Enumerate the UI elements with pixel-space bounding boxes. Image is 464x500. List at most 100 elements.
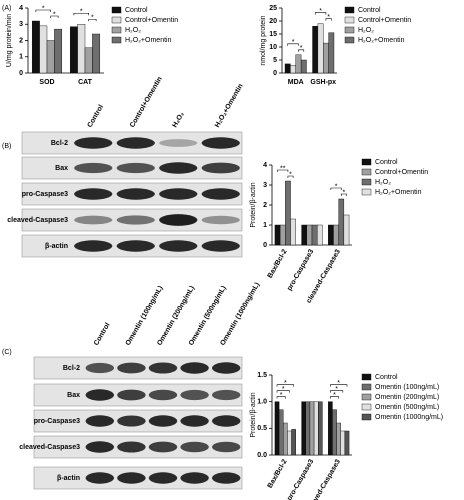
- legend-swatch: [111, 36, 122, 44]
- legend-swatch: [361, 413, 372, 421]
- lane-label: Control: [87, 104, 106, 129]
- y-tick-label: 1.5: [257, 372, 267, 379]
- legend-swatch: [361, 158, 372, 166]
- legend-label: H₂O₂: [375, 179, 391, 186]
- row-label: Bcl-2: [63, 365, 80, 372]
- y-tick-label: 3: [263, 182, 267, 189]
- sig-bracket: [35, 9, 52, 12]
- bar: [279, 224, 286, 246]
- sig-bracket: [325, 18, 332, 21]
- sig-label: *: [327, 14, 330, 21]
- blot-band: [74, 215, 113, 225]
- y-tick-label: 0: [263, 242, 267, 249]
- sig-bracket: [276, 390, 290, 393]
- sig-label: *: [319, 8, 322, 15]
- bar: [317, 224, 323, 246]
- y-tick-label: 5: [273, 57, 277, 64]
- row-label: pro-Caspase3: [22, 191, 68, 198]
- legend-label: Control+Omentin: [375, 169, 428, 176]
- y-tick-label: 0: [273, 70, 277, 77]
- bar: [336, 422, 341, 456]
- y-tick-label: 15: [269, 31, 277, 38]
- sig-label: **: [280, 165, 286, 172]
- blot-band: [85, 362, 115, 374]
- blot-band: [116, 188, 155, 200]
- sig-bracket: [330, 384, 348, 387]
- y-tick-label: 2: [263, 202, 267, 209]
- bar: [287, 430, 292, 456]
- y-tick-label: 2: [19, 37, 23, 44]
- blot-band: [85, 415, 115, 427]
- blot-band: [85, 472, 115, 484]
- x-tick-label: SOD: [39, 79, 54, 86]
- legend-swatch: [361, 168, 372, 176]
- legend-label: Omentin (1000ng/mL): [375, 414, 443, 421]
- y-axis-label: U/mg protein/min: [6, 14, 13, 67]
- sig-label: *: [335, 183, 338, 190]
- bar: [54, 28, 63, 74]
- y-axis-label: Protein/β-actin: [250, 392, 257, 437]
- sig-label: *: [289, 171, 292, 178]
- blot-band: [201, 188, 240, 200]
- bar: [31, 20, 40, 74]
- y-axis-label: nmol/mg protein: [260, 15, 267, 65]
- blot-band: [85, 389, 115, 401]
- bar: [290, 218, 296, 246]
- y-tick-label: 1: [263, 222, 267, 229]
- y-axis-label: Protein/β-actin: [250, 182, 257, 227]
- y-tick-label: 20: [269, 18, 277, 25]
- legend-swatch: [361, 393, 372, 401]
- blot-band: [211, 472, 241, 484]
- legend-label: Omentin (100ng/mL): [375, 384, 439, 391]
- blot-band: [117, 415, 146, 427]
- legend-label: Control: [358, 7, 381, 14]
- blot-band: [116, 137, 155, 149]
- legend-swatch: [344, 16, 355, 24]
- blot-band: [201, 240, 240, 252]
- bar: [84, 47, 93, 74]
- row-label: β-actin: [45, 243, 68, 250]
- y-tick-label: 0: [19, 70, 23, 77]
- lane-label: Control+Omentin: [129, 76, 164, 129]
- legend-label: H₂O₂+Omentin: [125, 37, 172, 44]
- blot-band: [211, 389, 241, 401]
- x-tick-label: GSH-px: [310, 79, 336, 86]
- sig-label: *: [292, 39, 295, 46]
- legend-label: Control: [125, 7, 148, 14]
- bar: [274, 224, 281, 246]
- y-tick-label: 1.0: [257, 399, 267, 406]
- sig-label: *: [337, 380, 340, 387]
- panel-label: (A): [2, 5, 11, 12]
- x-tick-label: Bax/Bcl-2: [267, 458, 289, 489]
- x-tick-label: MDA: [288, 79, 304, 86]
- blot-band: [74, 240, 113, 252]
- sig-bracket: [287, 175, 294, 178]
- sig-label: *: [280, 392, 283, 399]
- blot-band: [148, 472, 178, 484]
- legend-label: Omentin (200ng/mL): [375, 394, 439, 401]
- row-label: pro-Caspase3: [34, 418, 80, 425]
- sig-bracket: [73, 12, 90, 16]
- bar: [77, 24, 86, 74]
- sig-label: *: [80, 9, 83, 16]
- blot-band: [180, 415, 209, 427]
- sig-bracket: [340, 193, 347, 196]
- row-label: Bcl-2: [51, 140, 68, 147]
- y-tick-label: 25: [269, 5, 277, 12]
- bar: [300, 59, 307, 74]
- bar: [340, 430, 346, 456]
- sig-bracket: [330, 187, 342, 190]
- panel-label: (B): [2, 143, 11, 150]
- y-tick-label: 4: [19, 5, 23, 12]
- blot-band: [159, 188, 198, 200]
- blot-band: [201, 162, 240, 174]
- bar: [290, 64, 296, 74]
- lane-label: Control: [93, 322, 112, 347]
- blot-band: [148, 415, 178, 427]
- sig-bracket: [330, 390, 344, 393]
- blot-band: [148, 389, 178, 401]
- blot-band: [159, 214, 198, 226]
- legend-label: Control: [375, 159, 398, 166]
- blot-band: [180, 389, 209, 401]
- y-tick-label: 4: [263, 162, 267, 169]
